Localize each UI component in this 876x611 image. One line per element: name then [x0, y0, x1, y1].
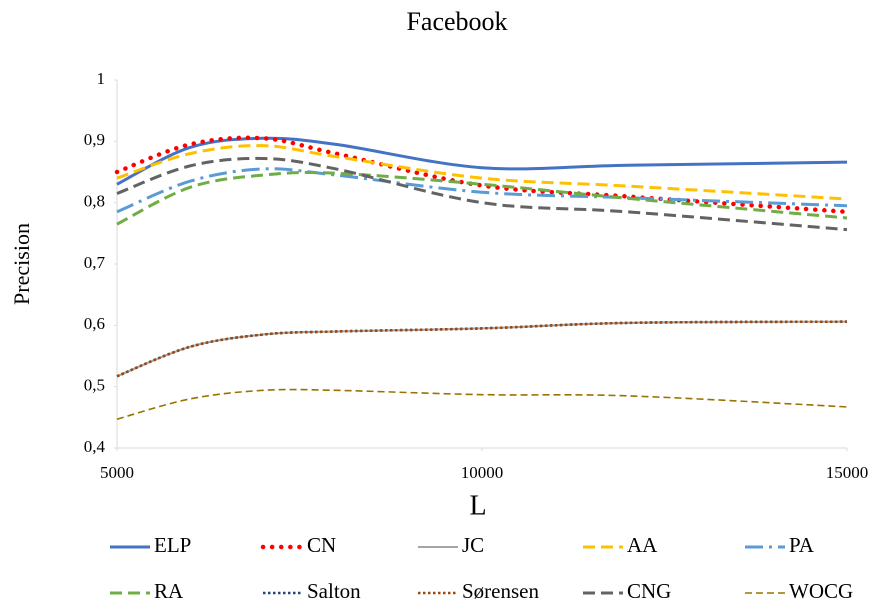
series-line	[116, 156, 848, 232]
y-tick-label: 0,8	[84, 192, 105, 211]
legend-label: ELP	[154, 533, 191, 557]
legend-label: Sørensen	[462, 579, 539, 603]
series-line	[116, 320, 848, 378]
x-tick-label: 10000	[461, 463, 504, 482]
chart-title: Facebook	[406, 7, 507, 36]
x-axis-label: L	[469, 490, 486, 521]
y-tick-label: 1	[97, 69, 106, 88]
legend-label: JC	[462, 533, 484, 557]
series-line	[116, 320, 848, 378]
y-tick-label: 0,6	[84, 314, 105, 333]
y-tick-label: 0,5	[84, 376, 105, 395]
series-line	[116, 136, 848, 186]
legend-label: PA	[789, 533, 815, 557]
legend-label: CN	[307, 533, 336, 557]
series-line	[116, 170, 848, 226]
legend-label: CNG	[627, 579, 671, 603]
y-tick-label: 0,7	[84, 253, 106, 272]
series-line	[116, 388, 848, 420]
legend-label: Salton	[307, 579, 361, 603]
legend-label: WOCG	[789, 579, 853, 603]
x-tick-label: 15000	[826, 463, 869, 482]
legend-label: AA	[627, 533, 658, 557]
y-axis-label: Precision	[9, 223, 34, 305]
series-line	[116, 167, 848, 214]
series-line	[114, 135, 850, 215]
x-tick-label: 5000	[100, 463, 134, 482]
legend-label: RA	[154, 579, 184, 603]
y-tick-label: 0,9	[84, 130, 105, 149]
y-tick-label: 0,4	[84, 437, 106, 456]
series-line	[116, 320, 848, 378]
